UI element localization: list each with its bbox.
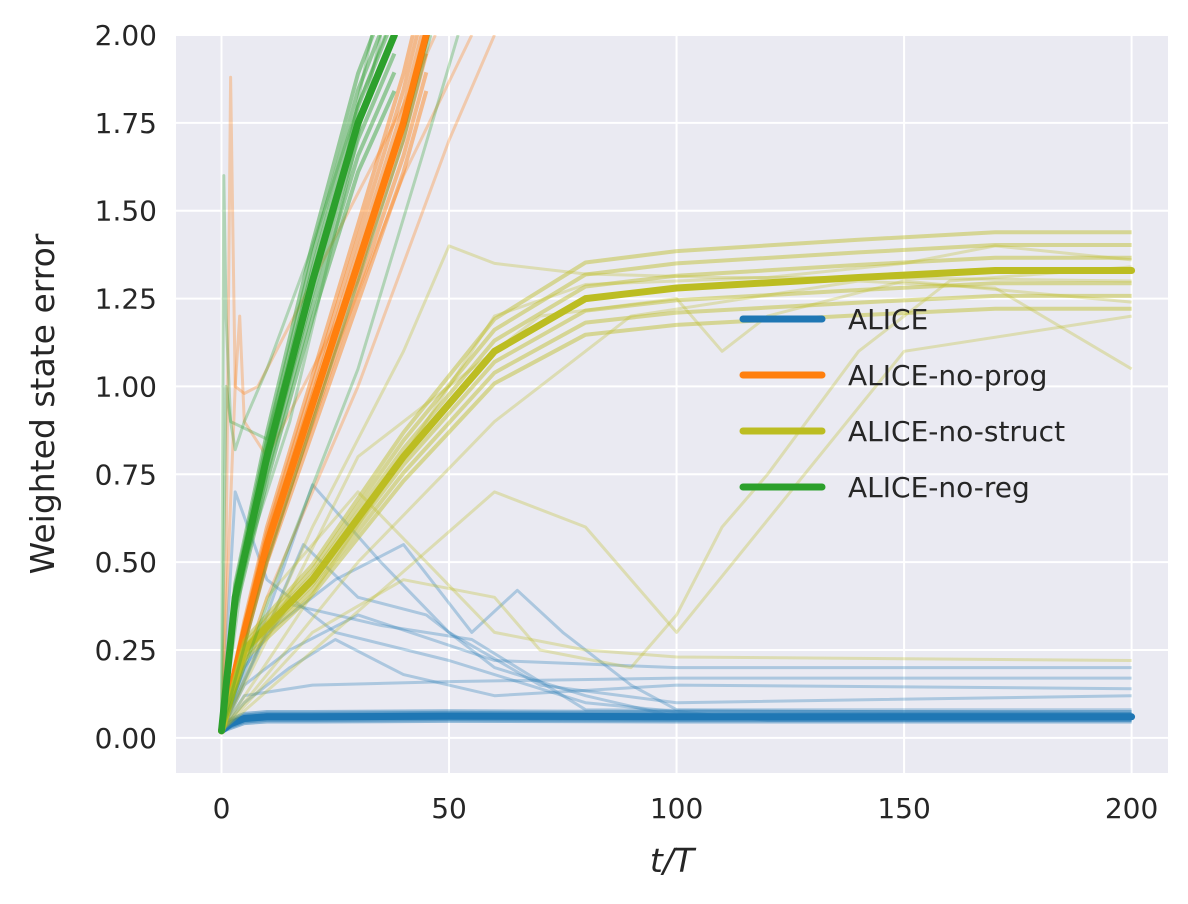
y-axis-label: Weighted state error [23, 233, 62, 574]
y-tick-label: 1.75 [95, 107, 157, 140]
series-mean-line [218, 267, 1136, 735]
series-alice [218, 483, 1136, 735]
x-tick-label: 50 [431, 792, 467, 825]
legend: ALICE ALICE-no-prog ALICE-no-struct ALICE-n… [739, 303, 1065, 504]
series-run-line [220, 279, 1133, 732]
y-tick-label: 1.25 [95, 283, 157, 316]
series-run-line [220, 314, 1132, 732]
series-run-line [220, 244, 1132, 732]
series-run-line [219, 243, 1132, 732]
series-run-line [220, 35, 433, 732]
series-run-line [219, 306, 1132, 733]
ticks: 0 50 100 150 200 0.00 0.25 0.50 0.75 1.00 1.25 1.50… [95, 19, 1159, 825]
legend-label: ALICE-no-reg [848, 471, 1030, 504]
legend-label: ALICE [848, 303, 928, 336]
series-run-line [220, 35, 474, 732]
series-run-line [220, 279, 1132, 732]
series-run-line [220, 490, 1132, 732]
series-alice-no-struct [218, 230, 1136, 735]
legend-label: ALICE-no-prog [848, 359, 1047, 392]
x-tick-label: 0 [213, 792, 231, 825]
series-run-line [220, 35, 428, 731]
series-run-line [219, 709, 1132, 732]
series-run-line [220, 638, 1132, 732]
series-mean-line [218, 35, 398, 735]
series-run-line [220, 602, 1132, 732]
series-alice-no-prog [218, 35, 496, 735]
x-tick-label: 150 [877, 792, 930, 825]
y-tick-label: 1.50 [95, 195, 157, 228]
series-run-line [220, 676, 1132, 732]
x-tick-label: 100 [650, 792, 703, 825]
series-run-line [220, 718, 1132, 734]
series-run-line [220, 543, 1132, 732]
y-tick-label: 2.00 [95, 19, 157, 52]
series-run-line [220, 543, 1132, 732]
series-run-line [219, 230, 1132, 731]
y-tick-label: 0.25 [95, 634, 157, 667]
series-run-line [220, 483, 1132, 732]
series-run-line [220, 35, 437, 731]
series-mean-line [218, 712, 1136, 735]
x-axis-label: t/T [650, 841, 697, 880]
y-tick-label: 1.00 [95, 370, 157, 403]
y-tick-label: 0.00 [95, 722, 157, 755]
x-tick-label: 200 [1105, 792, 1158, 825]
series-run-line [220, 35, 460, 732]
series-run-line [220, 613, 1132, 732]
series-mean-line [218, 35, 430, 735]
plot-area [176, 35, 1168, 773]
y-tick-label: 0.75 [95, 458, 157, 491]
legend-label: ALICE-no-struct [848, 415, 1065, 448]
y-tick-label: 0.50 [95, 546, 157, 579]
series-run-line [220, 35, 387, 721]
series-layer [218, 35, 1136, 735]
series-run-line [220, 265, 1132, 732]
series-run-line [219, 293, 1132, 732]
grid [176, 34, 1168, 773]
series-alice-no-reg [218, 35, 460, 735]
